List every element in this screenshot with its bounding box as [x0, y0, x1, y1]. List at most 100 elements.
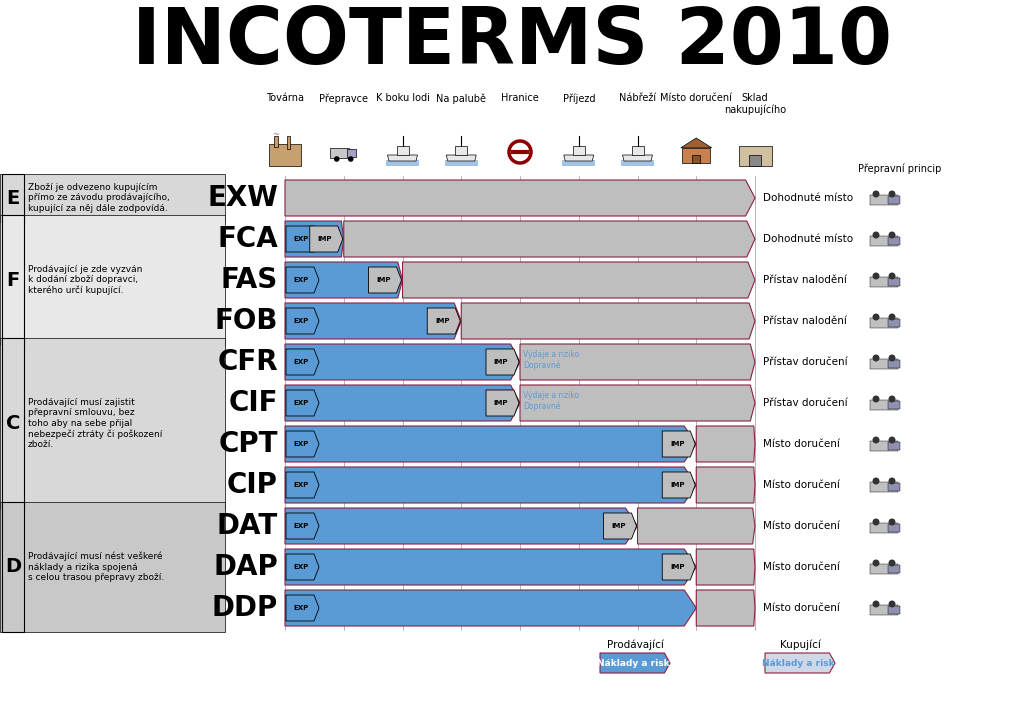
Text: Náklady a risk: Náklady a risk [762, 658, 835, 667]
Bar [346, 148, 356, 157]
Text: Výdaje a riziko
Dopravné: Výdaje a riziko Dopravné [523, 391, 580, 411]
Bar [870, 605, 898, 615]
Polygon shape [285, 508, 638, 544]
Polygon shape [285, 590, 696, 626]
Bar [269, 144, 301, 166]
Text: IMP: IMP [435, 318, 450, 324]
Circle shape [872, 559, 880, 566]
Circle shape [889, 395, 896, 402]
Bar [870, 359, 898, 369]
Circle shape [889, 354, 896, 361]
Text: IMP: IMP [670, 441, 684, 447]
Bar [870, 318, 898, 328]
Polygon shape [286, 431, 319, 457]
Bar [0, 174, 225, 222]
Text: Továrna: Továrna [266, 93, 304, 103]
Circle shape [872, 354, 880, 361]
Text: Nábřeží: Nábřeží [618, 93, 656, 103]
Text: INCOTERMS 2010: INCOTERMS 2010 [132, 4, 892, 80]
Text: Výdaje a riziko
Dopravné: Výdaje a riziko Dopravné [347, 473, 403, 493]
Text: Místo doručení: Místo doručení [763, 439, 840, 449]
Bar [870, 523, 898, 533]
Text: Hranice: Hranice [501, 93, 539, 103]
Text: F: F [6, 271, 19, 289]
Circle shape [889, 313, 896, 320]
Polygon shape [286, 349, 319, 375]
Bar [682, 148, 711, 163]
Bar [749, 155, 761, 165]
Polygon shape [285, 385, 520, 421]
Circle shape [348, 156, 353, 162]
Circle shape [872, 518, 880, 525]
Bar [456, 146, 467, 155]
Polygon shape [285, 180, 755, 216]
Polygon shape [286, 267, 319, 293]
Polygon shape [427, 308, 460, 334]
Polygon shape [285, 426, 696, 462]
Text: IMP: IMP [494, 400, 508, 406]
Text: Prodávající musí zajistit
přepravní smlouvu, bez
toho aby na sebe přijal
nebezpe: Prodávající musí zajistit přepravní smlo… [28, 398, 163, 449]
Bar [572, 146, 585, 155]
Text: Výdaje a riziko
Dopravné: Výdaje a riziko Dopravné [523, 350, 580, 370]
Polygon shape [638, 508, 755, 544]
Circle shape [872, 272, 880, 279]
Polygon shape [696, 467, 755, 503]
Circle shape [872, 477, 880, 484]
Text: Prodávající: Prodávající [606, 640, 664, 650]
Bar [888, 360, 900, 368]
Bar [888, 524, 900, 532]
Bar [888, 442, 900, 450]
Polygon shape [486, 349, 519, 375]
Polygon shape [285, 467, 696, 503]
Bar [273, 136, 278, 147]
Text: EXP: EXP [293, 400, 308, 406]
Circle shape [889, 190, 896, 197]
Circle shape [889, 559, 896, 566]
Bar [870, 482, 898, 492]
Bar [888, 196, 900, 204]
Text: Přístav doručení: Přístav doručení [763, 398, 848, 408]
Bar [330, 148, 349, 158]
Circle shape [872, 395, 880, 402]
Polygon shape [765, 653, 835, 673]
Circle shape [334, 156, 340, 162]
Bar [888, 319, 900, 327]
Circle shape [889, 477, 896, 484]
Bar [870, 195, 898, 205]
Text: EXP: EXP [293, 441, 308, 447]
Bar [888, 483, 900, 491]
Polygon shape [285, 303, 461, 339]
Bar [0, 338, 225, 509]
Text: CPT: CPT [218, 430, 278, 458]
Polygon shape [663, 554, 695, 580]
Bar [888, 237, 900, 245]
Polygon shape [286, 554, 319, 580]
Polygon shape [663, 472, 695, 498]
Text: FAS: FAS [221, 266, 278, 294]
Polygon shape [309, 226, 343, 252]
Bar [386, 160, 419, 165]
Bar [0, 215, 225, 345]
Text: Přepravní princip: Přepravní princip [858, 163, 942, 174]
Bar [2, 174, 24, 222]
Text: Prodávající musí nést veškeré
náklady a rizika spojená
s celou trasou přepravy z: Prodávající musí nést veškeré náklady a … [28, 552, 164, 582]
Bar [888, 401, 900, 409]
Bar [870, 400, 898, 410]
Polygon shape [286, 390, 319, 416]
Polygon shape [623, 155, 652, 161]
Polygon shape [663, 431, 695, 457]
Text: K boku lodi: K boku lodi [376, 93, 429, 103]
Circle shape [889, 436, 896, 443]
Circle shape [889, 518, 896, 525]
Text: DAT: DAT [217, 512, 278, 540]
Text: Dohodnuté místo: Dohodnuté místo [763, 193, 853, 203]
Bar [692, 155, 700, 163]
Polygon shape [402, 262, 755, 298]
Text: EXP: EXP [293, 605, 308, 611]
Text: EXP: EXP [293, 277, 308, 283]
Text: EXP: EXP [293, 236, 308, 242]
Polygon shape [286, 513, 319, 539]
Polygon shape [461, 303, 755, 339]
Bar [396, 146, 409, 155]
Circle shape [872, 436, 880, 443]
